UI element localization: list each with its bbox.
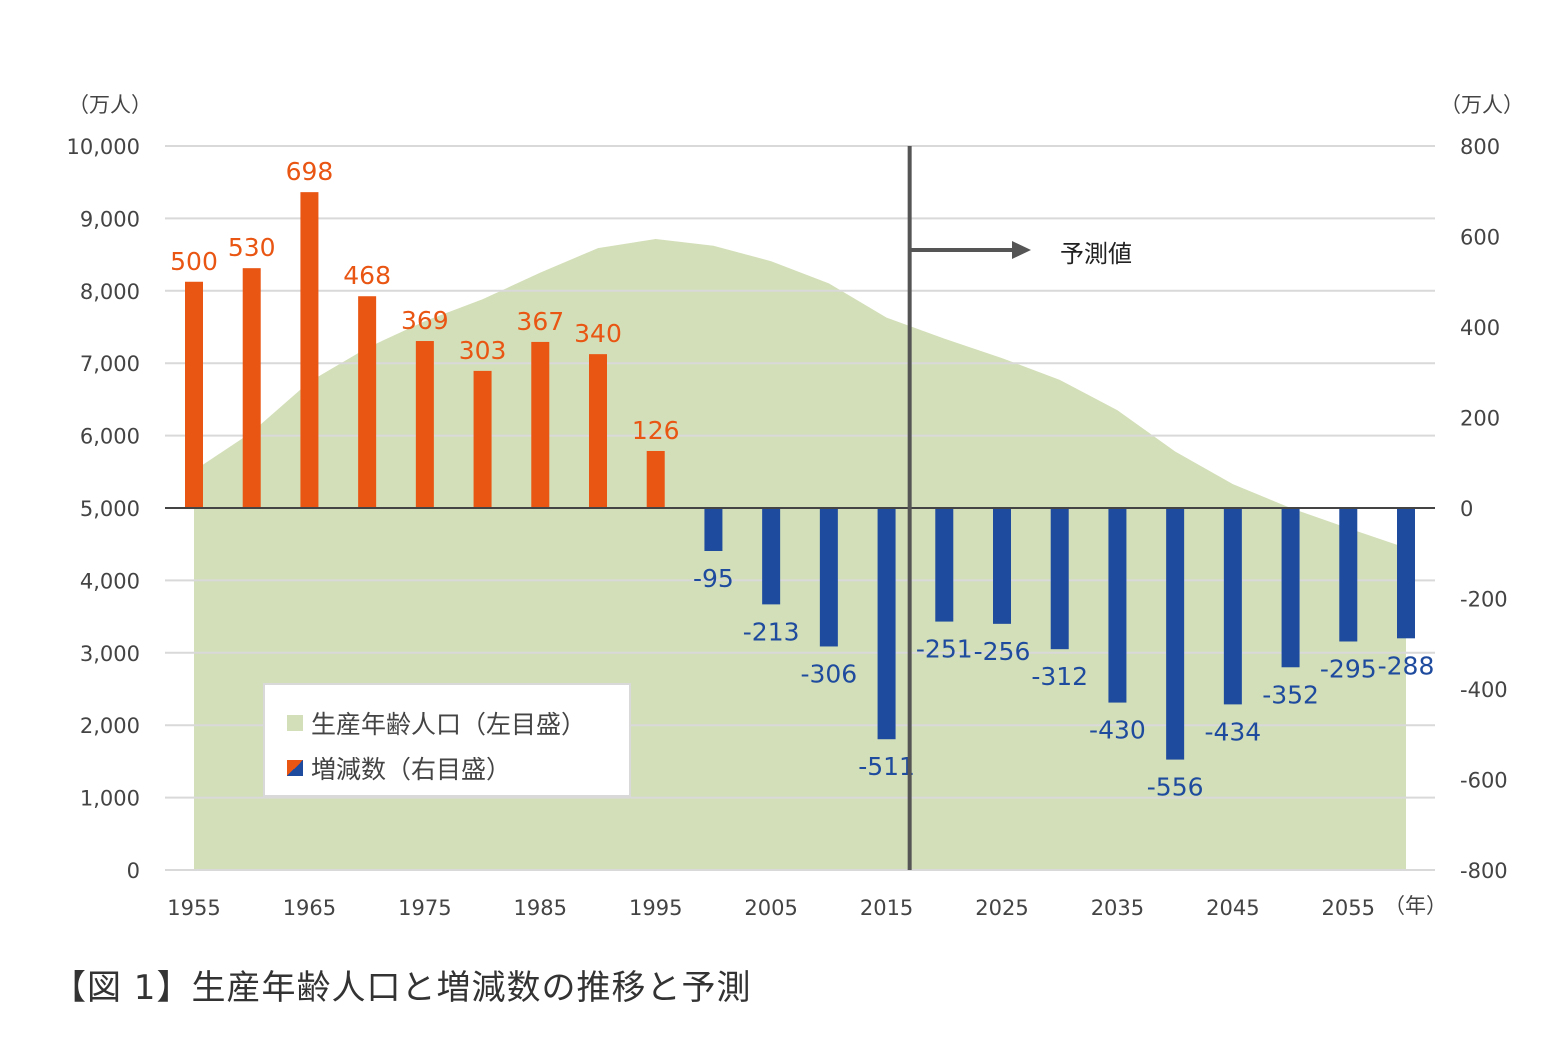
bar <box>1108 508 1127 703</box>
x-axis-unit: （年） <box>1384 894 1447 918</box>
bar-data-label: 303 <box>459 336 507 365</box>
x-tick-label: 1975 <box>398 896 451 920</box>
bar <box>531 341 550 508</box>
bar-data-label: -556 <box>1147 773 1204 802</box>
bar <box>646 450 665 508</box>
bar-data-label: 126 <box>632 416 680 445</box>
bar-data-label: -306 <box>800 659 857 688</box>
bar-data-label: -430 <box>1089 716 1146 745</box>
bar-data-label: -295 <box>1320 654 1377 683</box>
right-tick-label: -200 <box>1460 588 1508 612</box>
x-tick-label: 1985 <box>514 896 567 920</box>
bar-data-label: -288 <box>1378 651 1435 680</box>
left-tick-label: 2,000 <box>80 714 140 738</box>
bar-data-label: -256 <box>974 637 1031 666</box>
bar <box>1050 508 1069 650</box>
left-tick-label: 4,000 <box>80 569 140 593</box>
x-tick-label: 2035 <box>1091 896 1144 920</box>
left-tick-label: 9,000 <box>80 207 140 231</box>
bar-data-label: 698 <box>286 157 334 186</box>
left-tick-label: 8,000 <box>80 280 140 304</box>
bar-data-label: 340 <box>574 319 622 348</box>
legend-label-bar: 増減数（右目盛） <box>311 755 512 784</box>
bar-data-label: 468 <box>343 261 391 290</box>
bar <box>185 281 203 508</box>
bar-data-label: 369 <box>401 306 449 335</box>
bar <box>819 508 838 647</box>
bar <box>704 508 723 551</box>
left-tick-label: 5,000 <box>80 497 140 521</box>
legend-swatch-area <box>287 715 303 731</box>
bar <box>1281 508 1300 668</box>
bar <box>993 508 1011 624</box>
right-axis-unit: （万人） <box>1440 93 1524 117</box>
x-tick-label: 1995 <box>629 896 682 920</box>
forecast-annotation: 予測値 <box>1060 240 1132 268</box>
x-tick-label: 2005 <box>744 896 797 920</box>
bar <box>358 296 377 508</box>
left-tick-label: 7,000 <box>80 352 140 376</box>
bar-data-label: 530 <box>228 233 276 262</box>
left-tick-label: 1,000 <box>80 787 140 811</box>
bar <box>877 508 896 740</box>
bar-data-label: 500 <box>170 247 218 276</box>
bar <box>1397 508 1415 639</box>
x-tick-label: 2025 <box>975 896 1028 920</box>
legend-item-bar: 増減数（右目盛） <box>287 750 511 786</box>
bar-data-label: -213 <box>743 617 800 646</box>
bar-data-label: -511 <box>858 752 915 781</box>
bar-data-label: -95 <box>693 564 734 593</box>
left-tick-label: 3,000 <box>80 642 140 666</box>
chart-title: 【図 1】生産年齢人口と増減数の推移と予測 <box>52 968 752 1008</box>
bar <box>1223 508 1242 705</box>
left-tick-label: 0 <box>127 859 140 883</box>
right-tick-label: 200 <box>1460 407 1500 431</box>
left-tick-label: 6,000 <box>80 425 140 449</box>
left-axis-unit: （万人） <box>68 93 152 117</box>
right-tick-label: -400 <box>1460 678 1508 702</box>
arrow-right-icon <box>1012 241 1031 259</box>
bar <box>1339 508 1358 642</box>
bar <box>1166 508 1185 760</box>
bar-data-label: -434 <box>1204 717 1261 746</box>
bar-data-label: -251 <box>916 635 973 664</box>
right-tick-label: -600 <box>1460 769 1508 793</box>
legend: 生産年齢人口（左目盛） 増減数（右目盛） <box>263 683 631 797</box>
x-tick-label: 2055 <box>1322 896 1375 920</box>
legend-label-area: 生産年齢人口（左目盛） <box>311 710 587 739</box>
right-tick-label: 800 <box>1460 135 1500 159</box>
bar-data-label: -352 <box>1262 680 1319 709</box>
bar <box>300 192 319 508</box>
bar <box>415 341 434 508</box>
right-tick-label: -800 <box>1460 859 1508 883</box>
x-tick-label: 2045 <box>1206 896 1259 920</box>
bar <box>762 508 781 605</box>
bar-data-label: -312 <box>1031 662 1088 691</box>
bar <box>473 370 492 508</box>
right-tick-label: 600 <box>1460 226 1500 250</box>
right-tick-label: 0 <box>1460 497 1473 521</box>
bar-data-label: 367 <box>516 307 564 336</box>
x-tick-label: 2015 <box>860 896 913 920</box>
left-tick-label: 10,000 <box>67 135 140 159</box>
x-tick-label: 1965 <box>283 896 336 920</box>
legend-item-area: 生産年齢人口（左目盛） <box>287 705 586 741</box>
x-tick-label: 1955 <box>167 896 220 920</box>
right-tick-label: 400 <box>1460 316 1500 340</box>
bar <box>242 268 261 508</box>
legend-swatch-bar <box>287 760 303 776</box>
bar <box>935 508 954 622</box>
bar <box>589 354 607 508</box>
